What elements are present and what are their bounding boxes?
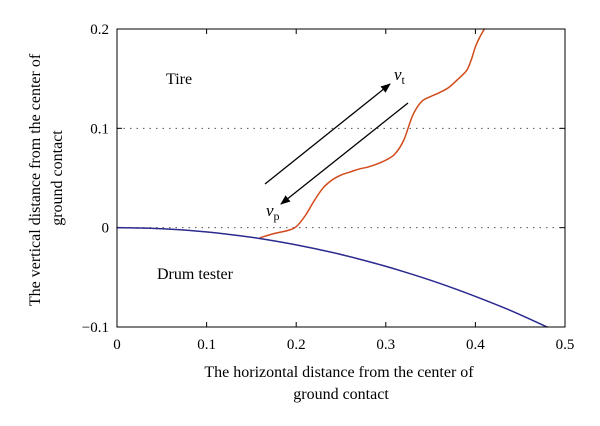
drum-tester-line bbox=[116, 226, 548, 328]
plot-frame bbox=[116, 28, 566, 328]
x-axis-ticks: 0 0.1 0.2 0.3 0.4 0.5 bbox=[113, 29, 574, 353]
x-axis-label: The horizontal distance from the center … bbox=[204, 364, 477, 403]
label-vp: vp bbox=[266, 201, 280, 223]
arrow-vp bbox=[280, 102, 409, 205]
tire-profile-line bbox=[259, 28, 486, 239]
x-tick-label: 0.2 bbox=[287, 337, 306, 353]
annotation-tire: Tire bbox=[166, 71, 192, 88]
arrow-vt bbox=[264, 83, 391, 185]
y-tick-label: 0.1 bbox=[90, 121, 109, 137]
y-tick-label: 0.2 bbox=[90, 22, 109, 38]
y-tick-label: 0 bbox=[102, 221, 110, 237]
annotation-drum-tester: Drum tester bbox=[157, 266, 234, 283]
x-tick-label: 0 bbox=[113, 337, 121, 353]
y-axis-label: The vertical distance from the center of… bbox=[27, 50, 66, 306]
x-tick-label: 0.4 bbox=[466, 337, 485, 353]
x-tick-label: 0.3 bbox=[376, 337, 395, 353]
series-layer bbox=[116, 28, 548, 328]
label-vt: vt bbox=[394, 65, 406, 87]
y-axis-ticks: −0.1 0 0.1 0.2 bbox=[82, 22, 565, 336]
x-tick-label: 0.5 bbox=[556, 337, 575, 353]
reference-lines bbox=[117, 127, 565, 229]
y-tick-label: −0.1 bbox=[82, 320, 109, 336]
x-tick-label: 0.1 bbox=[197, 337, 216, 353]
